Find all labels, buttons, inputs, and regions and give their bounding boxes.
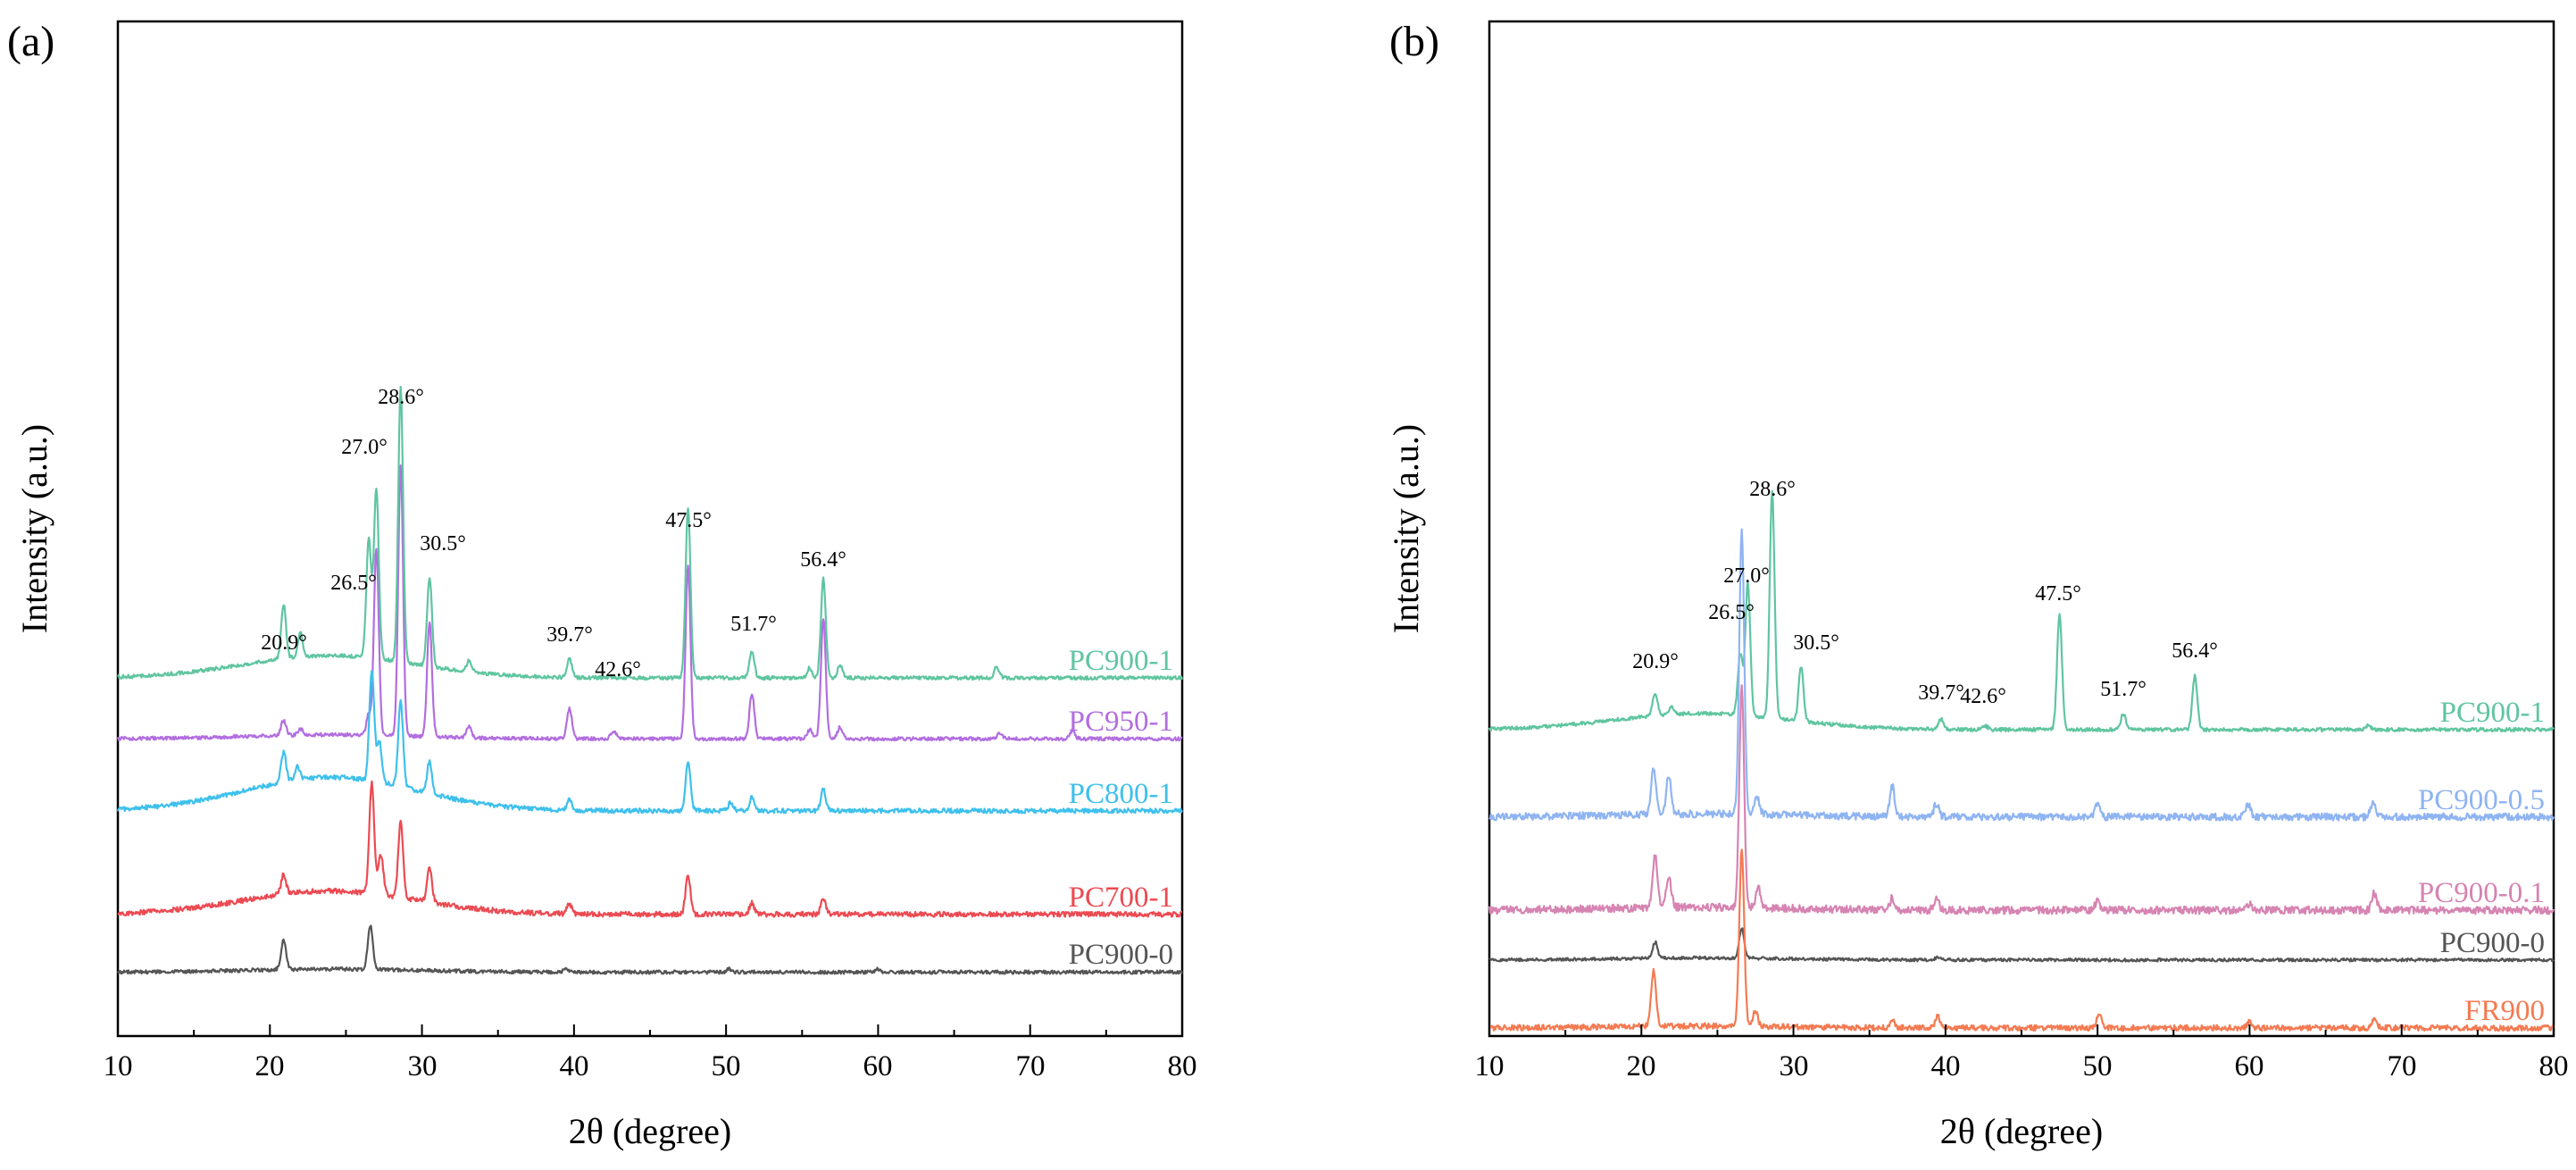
x-axis-label: 2θ (degree) [569,1111,731,1151]
x-tick-label: 40 [560,1050,589,1082]
trace-pc900-0 [1488,927,2555,963]
x-axis-label: 2θ (degree) [1940,1111,2103,1151]
x-tick-label: 50 [2083,1050,2113,1082]
trace-group [1488,489,2555,1032]
panel-label: (b) [1389,18,1439,65]
y-axis-label: Intensity (a.u.) [14,424,54,633]
trace-pc950-1 [116,464,1183,742]
peak-annotation: 51.7° [730,613,777,636]
x-tick-label: 40 [1931,1050,1961,1082]
x-tick-label: 70 [2388,1050,2417,1082]
series-label: FR900 [2464,995,2545,1027]
x-tick-label: 60 [2235,1050,2264,1082]
series-label: PC700-1 [1069,882,1173,914]
trace-pc900-0-1 [1488,684,2555,915]
peak-annotation: 39.7° [546,623,593,647]
trace-pc700-1 [117,780,1183,918]
peak-annotation: 27.0° [341,436,388,459]
peak-annotation: 56.4° [2172,639,2218,663]
peak-annotation: 26.5° [330,572,377,595]
peak-annotation: 47.5° [665,509,712,532]
peak-annotation: 39.7° [1918,681,1964,705]
series-label-group: PC950-1 PC900-1 PC800-1 PC700-1 PC900-0 [1069,645,1173,971]
x-tick-label: 50 [712,1050,741,1082]
peak-annotation: 28.6° [1749,478,1796,501]
x-tick-label: 20 [255,1050,285,1082]
series-label: PC900-0.5 [2418,784,2545,816]
series-label-group: PC900-1 PC900-0.5 PC900-0.1 PC900-0 FR900 [2418,697,2545,1027]
trace-pc900-1 [1488,489,2555,732]
series-label: PC900-0 [2440,927,2545,959]
series-label: PC800-1 [1069,778,1173,810]
peak-annotation: 20.9° [261,631,307,655]
trace-pc900-0 [116,924,1184,975]
trace-pc900-1 [117,386,1184,681]
trace-group [116,386,1184,975]
panel-b: (b) PC900-1 PC900-0.5 PC900-0.1 PC900-0 FR90… [1386,18,2569,1151]
x-tick-label: 70 [1016,1050,1046,1082]
x-tick-label: 80 [2539,1050,2569,1082]
x-tick-label: 60 [863,1050,893,1082]
peak-annotation: 56.4° [800,548,846,572]
peak-annotation: 51.7° [2100,678,2147,701]
x-tick-label: 10 [104,1050,133,1082]
x-tick-label: 30 [1780,1050,1809,1082]
x-tick-label: 10 [1475,1050,1505,1082]
x-tick-label: 20 [1627,1050,1656,1082]
trace-fr900 [1488,848,2555,1032]
peak-annotation: 30.5° [1793,631,1839,655]
peak-annotation: 47.5° [2035,582,2081,606]
peak-annotation: 20.9° [1632,650,1679,673]
trace-pc800-1 [116,670,1183,815]
peak-annotation: 42.6° [595,658,641,681]
peak-annotation: 42.6° [1960,685,2006,708]
series-label: PC900-0 [1069,939,1173,971]
trace-pc900-0-5 [1488,528,2555,822]
series-label: PC900-1 [2440,697,2545,729]
peak-annotation-group: 20.9° 26.5° 27.0° 28.6° 30.5° 39.7°42.6° 47.5°… [1632,478,2218,708]
peak-annotation: 28.6° [378,386,424,409]
x-tick-label: 30 [408,1050,438,1082]
x-axis: 10 20 30 40 50 60 70 80 [1475,1024,2569,1082]
peak-annotation-group: 20.9° 26.5° 27.0° 28.6° 30.5° 39.7°42.6° 47.5°… [261,386,846,681]
series-label: PC900-0.1 [2418,877,2545,909]
panel-a: (a) PC950-1PC900-1PC800-1PC700-1PC900-0 … [7,18,1197,1151]
y-axis-label: Intensity (a.u.) [1386,424,1426,633]
x-tick-label: 80 [1168,1050,1197,1082]
peak-annotation: 27.0° [1723,564,1770,588]
peak-annotation: 26.5° [1708,601,1755,624]
panel-label: (a) [7,18,54,65]
x-axis: 10 20 30 40 50 60 70 80 [104,1024,1197,1082]
series-label: PC950-1 [1069,706,1173,738]
series-label: PC900-1 [1069,645,1173,677]
peak-annotation: 30.5° [420,532,466,556]
